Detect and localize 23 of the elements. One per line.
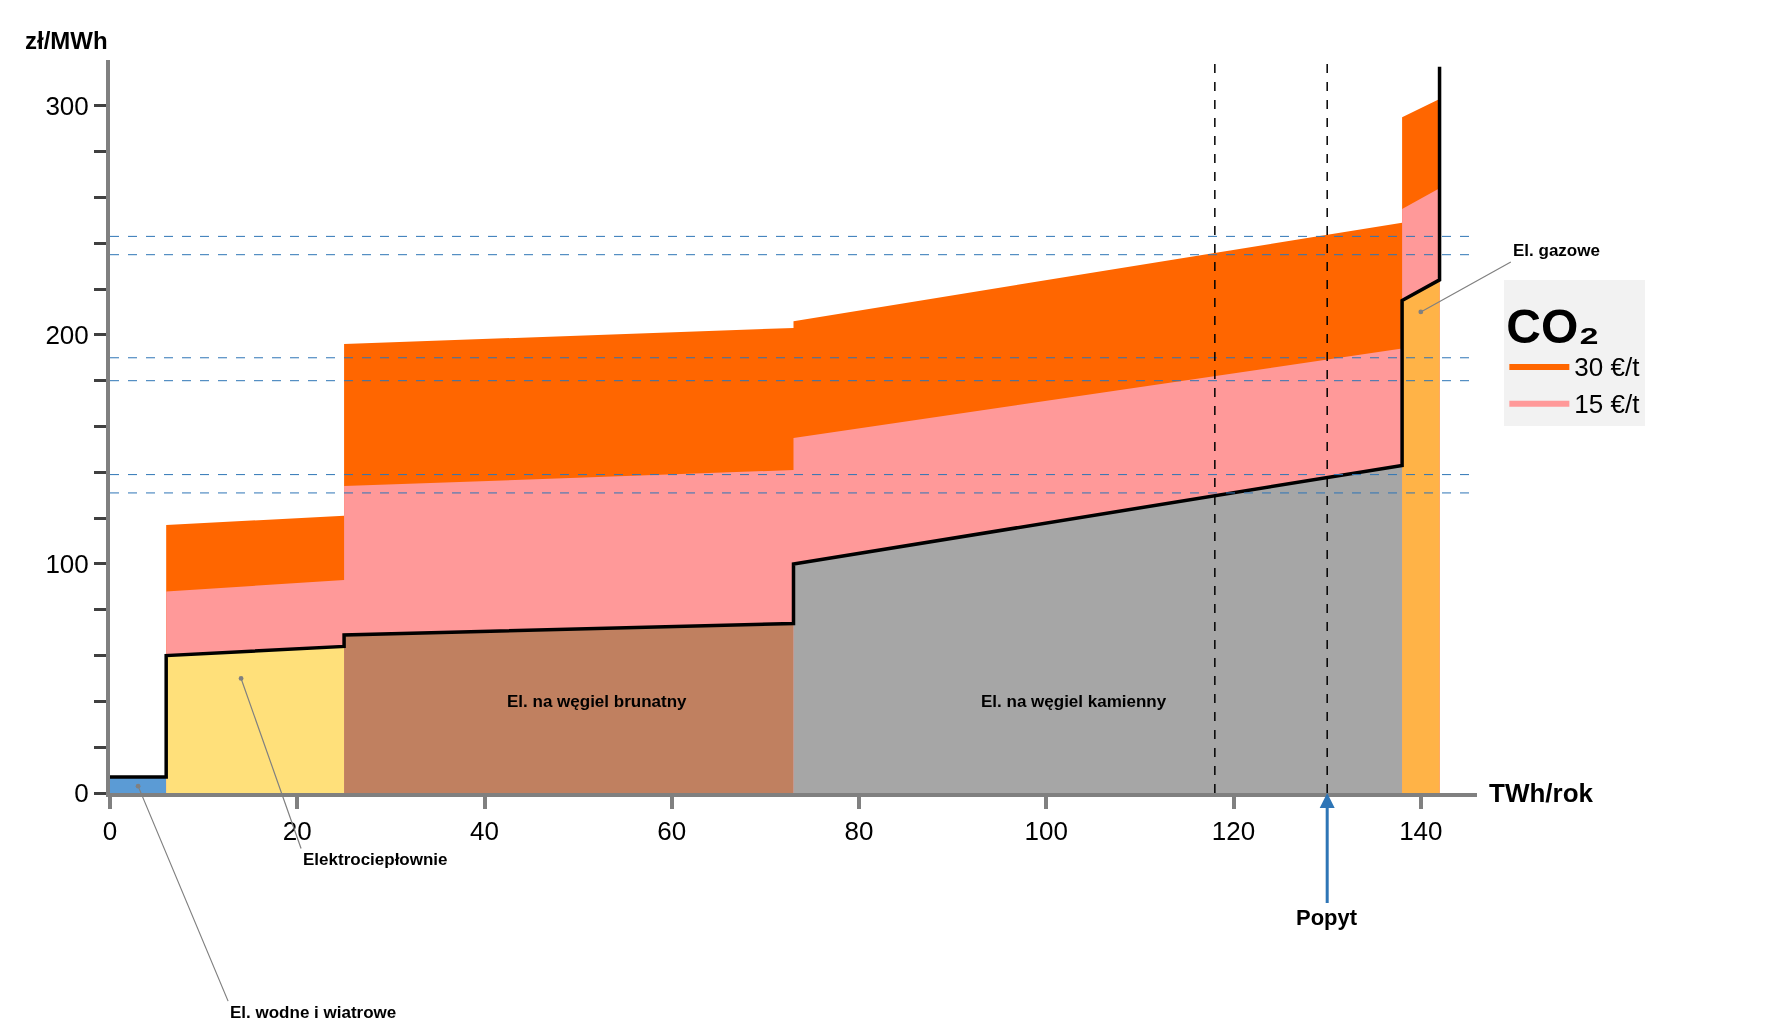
legend-title: CO₂ bbox=[1506, 299, 1600, 353]
y-tick-label: 300 bbox=[45, 90, 89, 121]
x-tick-label: 20 bbox=[282, 816, 312, 847]
x-tick-label: 100 bbox=[1024, 816, 1068, 847]
x-tick-label: 60 bbox=[657, 816, 687, 847]
x-tick-label: 140 bbox=[1399, 816, 1443, 847]
y-tick-label: 100 bbox=[45, 549, 89, 580]
y-axis-title: zł/MWh bbox=[25, 27, 108, 54]
text: El. gazowe bbox=[1513, 241, 1600, 260]
x-tick-label: 80 bbox=[844, 816, 874, 847]
x-tick-label: 0 bbox=[102, 816, 118, 847]
annotation: Popyt bbox=[1296, 905, 1358, 930]
x-tick-label: 120 bbox=[1211, 816, 1256, 847]
annotation: El. na węgiel brunatny bbox=[507, 692, 688, 711]
y-tick-label: 200 bbox=[45, 319, 89, 350]
text: Elektrociepłownie bbox=[303, 850, 448, 869]
x-tick-label: 40 bbox=[470, 816, 499, 847]
y-tick-label: 0 bbox=[74, 778, 89, 809]
x-axis-title: TWh/rok bbox=[1489, 778, 1594, 808]
legend-label: 30 €/t bbox=[1574, 352, 1641, 383]
annotation: El. na węgiel kamienny bbox=[981, 692, 1167, 711]
legend-label: 15 €/t bbox=[1574, 388, 1641, 419]
text: El. wodne i wiatrowe bbox=[230, 1003, 397, 1022]
